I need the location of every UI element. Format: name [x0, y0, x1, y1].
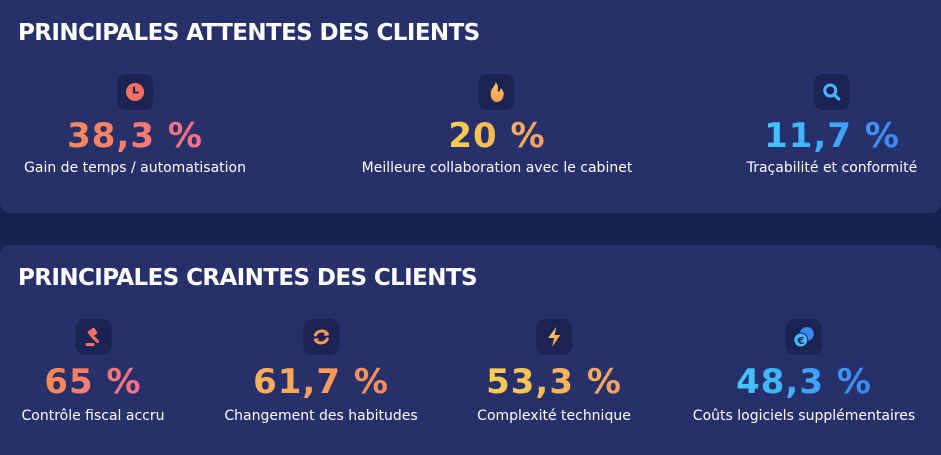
expectations-card: PRINCIPALES ATTENTES DES CLIENTS 38,3 % …: [0, 0, 941, 213]
clock-icon: [116, 74, 153, 110]
refresh-icon: [302, 319, 339, 355]
stat-label: Meilleure collaboration avec le cabinet: [361, 160, 633, 176]
stat-software-costs: € 48,3 % Coûts logiciels supplémentaires: [693, 319, 915, 425]
stat-time-savings: 38,3 % Gain de temps / automatisation: [24, 74, 246, 177]
stat-label: Gain de temps / automatisation: [24, 160, 246, 176]
stat-tax-audit: 65 % Contrôle fiscal accru: [21, 319, 165, 425]
gavel-icon: [74, 319, 111, 355]
search-icon: [813, 74, 850, 110]
stat-value: 48,3 %: [736, 362, 872, 402]
svg-text:€: €: [797, 336, 805, 347]
stat-value: 38,3 %: [67, 116, 203, 156]
stat-traceability: 11,7 % Traçabilité et conformité: [746, 74, 918, 177]
stat-technical-complexity: 53,3 % Complexité technique: [477, 319, 631, 425]
stat-label: Contrôle fiscal accru: [21, 408, 165, 424]
flame-icon: [479, 74, 515, 110]
stat-value: 11,7 %: [764, 116, 900, 156]
lightning-icon: [535, 319, 572, 355]
euro-coins-icon: €: [786, 319, 822, 355]
stat-label: Coûts logiciels supplémentaires: [692, 408, 916, 424]
stat-value: 20 %: [448, 116, 546, 156]
concerns-title: PRINCIPALES CRAINTES DES CLIENTS: [18, 265, 478, 291]
stat-collaboration: 20 % Meilleure collaboration avec le cab…: [361, 74, 633, 177]
stat-label: Changement des habitudes: [224, 408, 418, 424]
concerns-card: PRINCIPALES CRAINTES DES CLIENTS 65 % Co…: [0, 245, 941, 455]
stat-value: 65 %: [44, 362, 142, 402]
stat-value: 61,7 %: [253, 362, 389, 402]
stat-label: Complexité technique: [477, 408, 631, 424]
stat-label: Traçabilité et conformité: [746, 160, 918, 176]
expectations-title: PRINCIPALES ATTENTES DES CLIENTS: [18, 20, 480, 46]
stat-habit-change: 61,7 % Changement des habitudes: [224, 319, 418, 425]
stat-value: 53,3 %: [486, 362, 622, 402]
